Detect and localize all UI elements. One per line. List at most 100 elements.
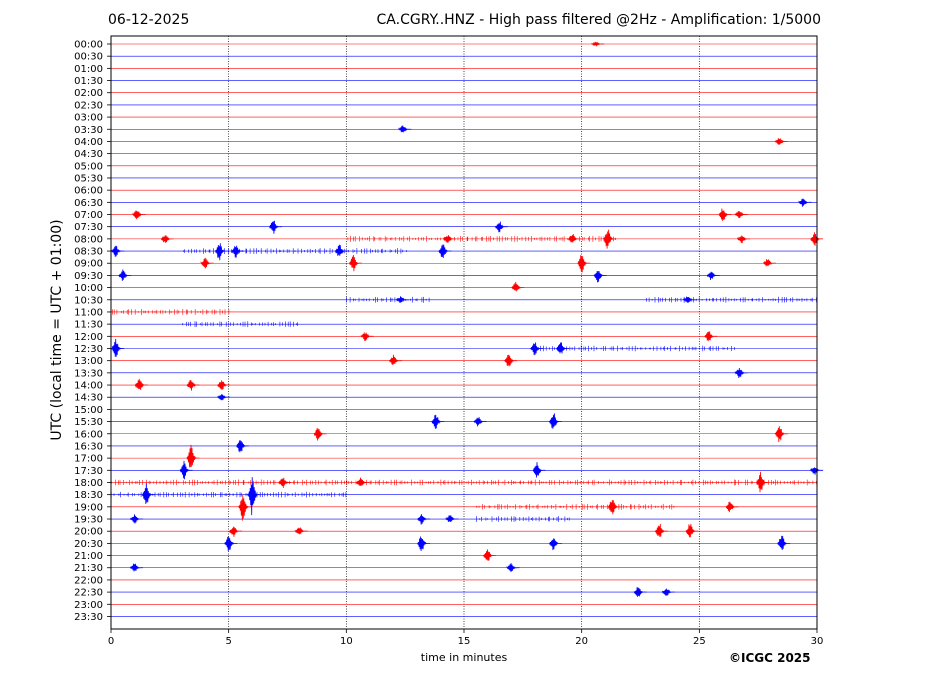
event-14:00-3.4 — [186, 379, 200, 391]
y-tick-label-15:00: 15:00 — [74, 405, 103, 416]
y-tick-label-21:30: 21:30 — [74, 563, 103, 574]
event-21:30-17 — [506, 563, 520, 572]
y-tick-label-18:00: 18:00 — [74, 478, 103, 489]
event-16:30-5.5 — [236, 440, 249, 453]
x-axis-ticks: 0 5 10 15 20 25 30 — [108, 629, 824, 647]
y-tick-label-14:00: 14:00 — [74, 381, 103, 392]
y-tick-label-01:30: 01:30 — [74, 76, 103, 87]
event-07:00-26 — [718, 208, 732, 221]
seismic-traces — [111, 43, 817, 617]
event-08:30-5.3 — [231, 245, 245, 258]
y-tick-label-10:30: 10:30 — [74, 295, 103, 306]
y-tick-label-09:30: 09:30 — [74, 271, 103, 282]
event-08:00-14.3 — [443, 235, 456, 243]
y-tick-label-15:30: 15:30 — [74, 417, 103, 428]
plot-title: CA.CGRY..HNZ - High pass filtered @2Hz -… — [376, 12, 821, 28]
event-19:30-13.2 — [417, 514, 431, 525]
y-tick-label-16:30: 16:30 — [74, 441, 103, 452]
y-tick-label-12:00: 12:00 — [74, 332, 103, 343]
x-tick-label-0: 0 — [108, 636, 114, 647]
event-13:00-12 — [389, 354, 402, 366]
y-tick-label-20:00: 20:00 — [74, 527, 103, 538]
y-tick-label-02:00: 02:00 — [74, 88, 103, 99]
y-tick-label-07:30: 07:30 — [74, 222, 103, 233]
y-tick-label-06:30: 06:30 — [74, 198, 103, 209]
event-14:00-4.7 — [217, 380, 231, 390]
event-20:00-23.3 — [654, 523, 668, 537]
noise-11:00 — [112, 309, 230, 315]
event-12:30-18 — [530, 342, 544, 356]
event-16:00-28.4 — [774, 426, 788, 443]
y-tick-label-19:30: 19:30 — [74, 515, 103, 526]
y-tick-label-05:00: 05:00 — [74, 161, 103, 172]
event-12:00-10.8 — [360, 332, 374, 341]
y-tick-label-08:30: 08:30 — [74, 247, 103, 258]
y-tick-label-23:30: 23:30 — [74, 612, 103, 623]
event-08:00-2.3 — [160, 235, 174, 243]
x-axis-label: time in minutes — [420, 651, 508, 664]
event-18:00-27.6 — [756, 471, 769, 493]
y-tick-label-07:00: 07:00 — [74, 210, 103, 221]
y-tick-label-04:30: 04:30 — [74, 149, 103, 160]
event-17:30-18.1 — [532, 462, 546, 478]
y-tick-label-09:00: 09:00 — [74, 259, 103, 270]
event-03:30-12.4 — [398, 125, 412, 133]
x-tick-label-10: 10 — [340, 636, 353, 647]
x-tick-label-30: 30 — [811, 636, 824, 647]
y-tick-label-12:30: 12:30 — [74, 344, 103, 355]
event-07:00-1.1 — [132, 210, 146, 220]
event-10:30-24.5 — [683, 296, 697, 303]
y-tick-label-13:00: 13:00 — [74, 356, 103, 367]
event-18:00-10.6 — [356, 477, 369, 486]
event-08:30-0.2 — [111, 245, 125, 257]
event-08:30-14.1 — [438, 244, 452, 258]
event-08:30-9.7 — [334, 244, 348, 256]
x-tick-label-5: 5 — [225, 636, 231, 647]
event-09:00-20 — [577, 255, 591, 273]
copyright-notice: ©ICGC 2025 — [729, 651, 811, 665]
y-tick-label-19:00: 19:00 — [74, 502, 103, 513]
y-tick-label-08:00: 08:00 — [74, 234, 103, 245]
plot-date: 06-12-2025 — [108, 12, 190, 28]
event-08:00-21.1 — [603, 229, 617, 249]
event-16:00-8.8 — [313, 427, 327, 441]
x-tick-label-15: 15 — [458, 636, 471, 647]
event-12:30-0.2 — [111, 338, 125, 357]
event-20:00-8 — [294, 527, 308, 535]
grid-lines — [228, 36, 700, 629]
event-19:30-1 — [130, 514, 143, 524]
y-tick-label-22:00: 22:00 — [74, 575, 103, 586]
event-20:00-5.2 — [229, 526, 242, 537]
event-09:30-25.5 — [706, 271, 720, 281]
x-tick-label-20: 20 — [575, 636, 588, 647]
y-tick-label-14:30: 14:30 — [74, 393, 103, 404]
event-19:00-21.3 — [607, 500, 621, 515]
noise-19:30 — [476, 516, 570, 522]
y-tick-label-23:00: 23:00 — [74, 600, 103, 611]
event-07:30-6.9 — [269, 220, 282, 234]
event-07:00-26.7 — [734, 210, 748, 219]
y-tick-label-18:30: 18:30 — [74, 490, 103, 501]
y-tick-label-13:30: 13:30 — [74, 368, 103, 379]
y-tick-label-22:30: 22:30 — [74, 588, 103, 599]
y-tick-label-00:00: 00:00 — [74, 40, 103, 51]
event-09:00-10.3 — [349, 254, 362, 272]
y-tick-label-03:00: 03:00 — [74, 113, 103, 124]
event-10:30-12.3 — [396, 296, 409, 304]
event-08:00-26.8 — [737, 235, 751, 244]
event-15:30-18.8 — [549, 413, 562, 429]
event-19:30-14.4 — [445, 515, 459, 523]
y-tick-label-06:00: 06:00 — [74, 186, 103, 197]
event-15:30-15.6 — [473, 417, 487, 427]
event-20:30-18.8 — [549, 538, 562, 551]
event-22:30-23.6 — [662, 588, 675, 596]
noise-11:30 — [182, 321, 298, 328]
plot-frame — [110, 35, 818, 630]
event-22:30-22.4 — [633, 587, 647, 597]
y-tick-label-17:30: 17:30 — [74, 466, 103, 477]
event-14:30-4.7 — [217, 394, 231, 401]
y-tick-label-21:00: 21:00 — [74, 551, 103, 562]
event-10:00-17.2 — [511, 281, 525, 292]
